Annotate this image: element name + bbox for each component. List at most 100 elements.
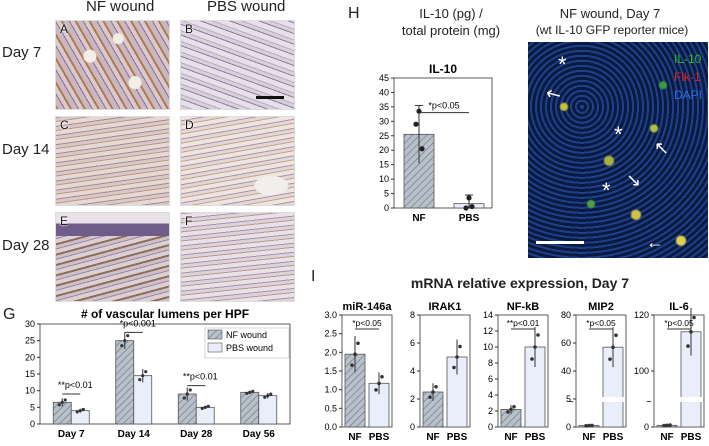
y-tick-label: 15 bbox=[25, 369, 35, 379]
data-point bbox=[81, 407, 85, 412]
x-tick-label: PBS bbox=[447, 432, 468, 443]
row-label-day28: Day 28 bbox=[2, 237, 50, 254]
panel-letter-i: I bbox=[311, 268, 316, 285]
y-tick-label: 2 bbox=[488, 406, 493, 416]
asterisk-marker: * bbox=[602, 178, 611, 203]
arrow-icon: ↖ bbox=[541, 81, 565, 107]
sig-annotation: **p<0.01 bbox=[58, 380, 93, 390]
y-tick-label: 80 bbox=[561, 310, 571, 320]
y-tick-label: 3.0 bbox=[324, 310, 337, 320]
y-tick-label: 6 bbox=[410, 338, 415, 348]
y-tick-label: 60 bbox=[561, 338, 571, 348]
x-tick-label: PBS bbox=[603, 432, 624, 443]
panel-letter-h: H bbox=[348, 5, 360, 22]
micrograph-f: F bbox=[180, 212, 295, 302]
y-tick-label: 100 bbox=[634, 366, 649, 376]
data-point bbox=[200, 406, 204, 410]
y-tick-label: 1.5 bbox=[324, 366, 337, 376]
data-point bbox=[455, 355, 459, 359]
data-point bbox=[509, 407, 513, 412]
data-point bbox=[251, 389, 255, 393]
x-tick-label: PBS bbox=[459, 213, 480, 224]
legend-il10: IL-10 bbox=[673, 52, 702, 66]
data-point bbox=[686, 344, 690, 348]
data-point bbox=[431, 390, 435, 394]
data-point bbox=[138, 378, 142, 382]
data-point bbox=[380, 374, 384, 379]
data-point bbox=[269, 392, 273, 396]
data-point bbox=[587, 423, 591, 428]
plot-frame bbox=[393, 77, 493, 209]
y-tick-label: 30 bbox=[379, 116, 389, 126]
asterisk-marker: * bbox=[558, 52, 567, 77]
data-point bbox=[662, 423, 666, 428]
col-header-pbs: PBS wound bbox=[207, 0, 286, 15]
data-point bbox=[466, 195, 472, 201]
micrograph-b: B bbox=[180, 20, 295, 110]
x-tick-label: NF bbox=[504, 432, 517, 443]
data-point bbox=[245, 391, 249, 395]
data-point bbox=[263, 395, 267, 399]
y-tick-label: 25 bbox=[379, 131, 389, 141]
data-point bbox=[584, 424, 588, 428]
x-tick-label: Day 56 bbox=[243, 429, 276, 440]
data-point bbox=[60, 400, 64, 404]
data-point bbox=[469, 203, 475, 210]
data-point bbox=[126, 334, 130, 338]
subchart-title: NF-kB bbox=[507, 301, 539, 313]
y-tick-label: 5 bbox=[30, 402, 35, 412]
x-tick-label: NF bbox=[660, 432, 673, 443]
data-point bbox=[434, 384, 438, 389]
chart-il10: IL-10 0 5 10 15 20 25 30 35 40 45 NF PBS *p<0.05 bbox=[379, 62, 493, 224]
data-point bbox=[377, 381, 381, 386]
y-tick-label: 1.0 bbox=[324, 385, 337, 395]
micrograph-a: A bbox=[55, 20, 170, 110]
panel-letter-b: B bbox=[185, 22, 194, 36]
data-point bbox=[350, 363, 354, 367]
panel-letter-g: G bbox=[3, 306, 16, 323]
data-point bbox=[120, 344, 124, 348]
x-tick-label: NF bbox=[412, 213, 425, 224]
subchart-title: IL-6 bbox=[669, 301, 689, 313]
data-point bbox=[419, 146, 425, 152]
y-tick-label: 2.5 bbox=[324, 329, 337, 339]
axis-break-gap bbox=[655, 397, 703, 402]
i-title: mRNA relative expression, Day 7 bbox=[410, 275, 630, 291]
h-heading-line1: IL-10 (pg) / bbox=[419, 6, 483, 21]
panel-letter-e: E bbox=[60, 214, 69, 228]
y-tick-label: 0 bbox=[644, 422, 649, 432]
data-point bbox=[203, 405, 207, 409]
data-point bbox=[188, 388, 192, 392]
panel-letter-a: A bbox=[60, 22, 69, 36]
data-point bbox=[512, 404, 516, 409]
x-tick-label: PBS bbox=[681, 432, 702, 443]
subchart-title: MIP2 bbox=[588, 301, 614, 313]
legend-dapi: DAPI bbox=[673, 88, 702, 102]
y-tick-label: 40 bbox=[379, 87, 389, 97]
data-point bbox=[206, 404, 210, 408]
x-tick-label: NF bbox=[582, 432, 595, 443]
sig-annotation: *p<0.001 bbox=[120, 318, 156, 328]
data-point bbox=[63, 398, 67, 402]
x-tick-label: Day 14 bbox=[118, 429, 151, 440]
y-tick-label: 2 bbox=[410, 394, 415, 404]
data-point bbox=[413, 121, 419, 127]
data-point bbox=[536, 333, 540, 337]
data-point bbox=[428, 395, 432, 400]
y-tick-label: 25 bbox=[25, 336, 35, 346]
y-tick-label: 0.5 bbox=[324, 403, 337, 413]
y-tick-label: 40 bbox=[561, 366, 571, 376]
arrow-icon: ← bbox=[646, 232, 664, 252]
y-tick-label: 20 bbox=[379, 145, 389, 155]
scale-bar bbox=[536, 241, 584, 244]
fluor-legend: IL-10 Flk-1 DAPI bbox=[674, 50, 702, 104]
data-point bbox=[57, 403, 61, 407]
axis-break-gap bbox=[577, 397, 625, 402]
data-point bbox=[374, 388, 378, 392]
x-tick-label: NF bbox=[348, 432, 361, 443]
bar bbox=[115, 340, 135, 425]
data-point bbox=[182, 396, 186, 400]
data-point bbox=[266, 394, 270, 398]
y-tick-label: 2.0 bbox=[324, 347, 337, 357]
legend-label: NF wound bbox=[226, 330, 267, 340]
